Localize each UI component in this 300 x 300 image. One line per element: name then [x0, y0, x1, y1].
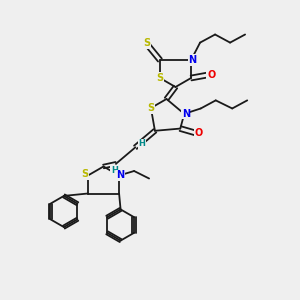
Text: O: O	[207, 70, 215, 80]
Text: H: H	[111, 166, 118, 175]
Text: N: N	[188, 55, 197, 65]
Text: S: S	[143, 38, 150, 49]
Text: N: N	[116, 170, 125, 181]
Text: S: S	[81, 169, 88, 179]
Text: N: N	[182, 109, 190, 119]
Text: S: S	[156, 73, 164, 83]
Text: H: H	[139, 139, 145, 148]
Text: S: S	[147, 103, 155, 113]
Text: O: O	[195, 128, 203, 138]
